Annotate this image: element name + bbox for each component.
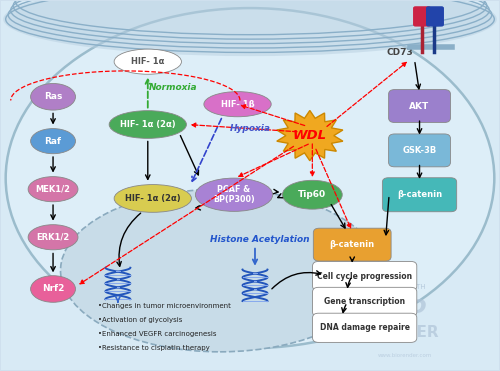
Text: Histone Acetylation: Histone Acetylation (210, 234, 310, 244)
FancyBboxPatch shape (382, 178, 456, 212)
Text: CREATED WITH: CREATED WITH (374, 284, 426, 290)
Ellipse shape (30, 276, 76, 302)
Text: RENDER: RENDER (370, 325, 440, 340)
Text: GSK-3B: GSK-3B (402, 146, 436, 155)
Text: •Changes in tumor microenvironment: •Changes in tumor microenvironment (98, 303, 231, 309)
Text: WDL: WDL (293, 129, 327, 142)
Ellipse shape (204, 92, 271, 117)
FancyBboxPatch shape (413, 6, 431, 27)
Text: PCAF &
BP(P300): PCAF & BP(P300) (213, 185, 255, 204)
Text: CD73: CD73 (386, 48, 413, 57)
Ellipse shape (30, 129, 76, 154)
Text: Ras: Ras (44, 92, 62, 101)
Ellipse shape (114, 185, 192, 212)
Text: Tip60: Tip60 (298, 190, 326, 199)
Text: www.biorender.com: www.biorender.com (378, 353, 432, 358)
Text: •Activation of glycolysis: •Activation of glycolysis (98, 317, 182, 323)
FancyBboxPatch shape (312, 287, 417, 316)
Ellipse shape (6, 8, 494, 348)
FancyBboxPatch shape (388, 89, 450, 122)
Ellipse shape (3, 0, 497, 56)
Text: Cell cycle progression: Cell cycle progression (317, 272, 412, 280)
Text: Normoxia: Normoxia (148, 83, 197, 92)
Ellipse shape (28, 225, 78, 250)
Text: Gene transcription: Gene transcription (324, 298, 405, 306)
Text: DNA damage repaire: DNA damage repaire (320, 323, 410, 332)
Text: HIF- 1β: HIF- 1β (220, 100, 254, 109)
Text: Hypoxia: Hypoxia (230, 124, 270, 133)
Text: AKT: AKT (410, 102, 430, 111)
Text: Raf: Raf (44, 137, 62, 146)
Polygon shape (277, 111, 343, 161)
Text: •Enhanced VEGFR carcinogenesis: •Enhanced VEGFR carcinogenesis (98, 331, 216, 337)
Text: Nrf2: Nrf2 (42, 285, 64, 293)
Text: β-catenin: β-catenin (330, 240, 375, 249)
Text: •Resistance to cisplatin therapy: •Resistance to cisplatin therapy (98, 345, 210, 351)
Ellipse shape (282, 180, 342, 209)
Ellipse shape (28, 177, 78, 202)
FancyBboxPatch shape (388, 134, 450, 167)
Ellipse shape (196, 178, 272, 211)
Text: HIF- 1α: HIF- 1α (131, 57, 164, 66)
Text: ERK1/2: ERK1/2 (36, 233, 70, 242)
Text: HIF- 1α (2α): HIF- 1α (2α) (120, 120, 176, 129)
Text: HIF- 1α (2α): HIF- 1α (2α) (125, 194, 180, 203)
FancyBboxPatch shape (312, 313, 417, 342)
FancyBboxPatch shape (426, 6, 444, 27)
FancyBboxPatch shape (312, 262, 417, 290)
FancyBboxPatch shape (314, 228, 391, 261)
Ellipse shape (114, 49, 182, 74)
Ellipse shape (30, 83, 76, 110)
Ellipse shape (109, 111, 186, 138)
Ellipse shape (60, 189, 380, 352)
Text: MEK1/2: MEK1/2 (36, 185, 70, 194)
Text: bio: bio (383, 294, 426, 318)
Text: β-catenin: β-catenin (397, 190, 442, 199)
